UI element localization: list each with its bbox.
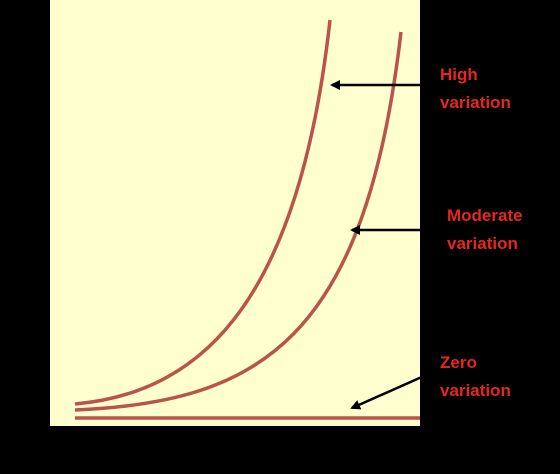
label: Moderate [447,206,523,225]
plot-area [50,0,420,426]
label: variation [440,381,511,400]
label: High [440,65,478,84]
high-curve [74,19,332,406]
arrow [350,374,425,410]
label: variation [440,93,511,112]
moderate-curve [74,31,403,412]
label: variation [447,234,518,253]
label: Zero [440,353,477,372]
